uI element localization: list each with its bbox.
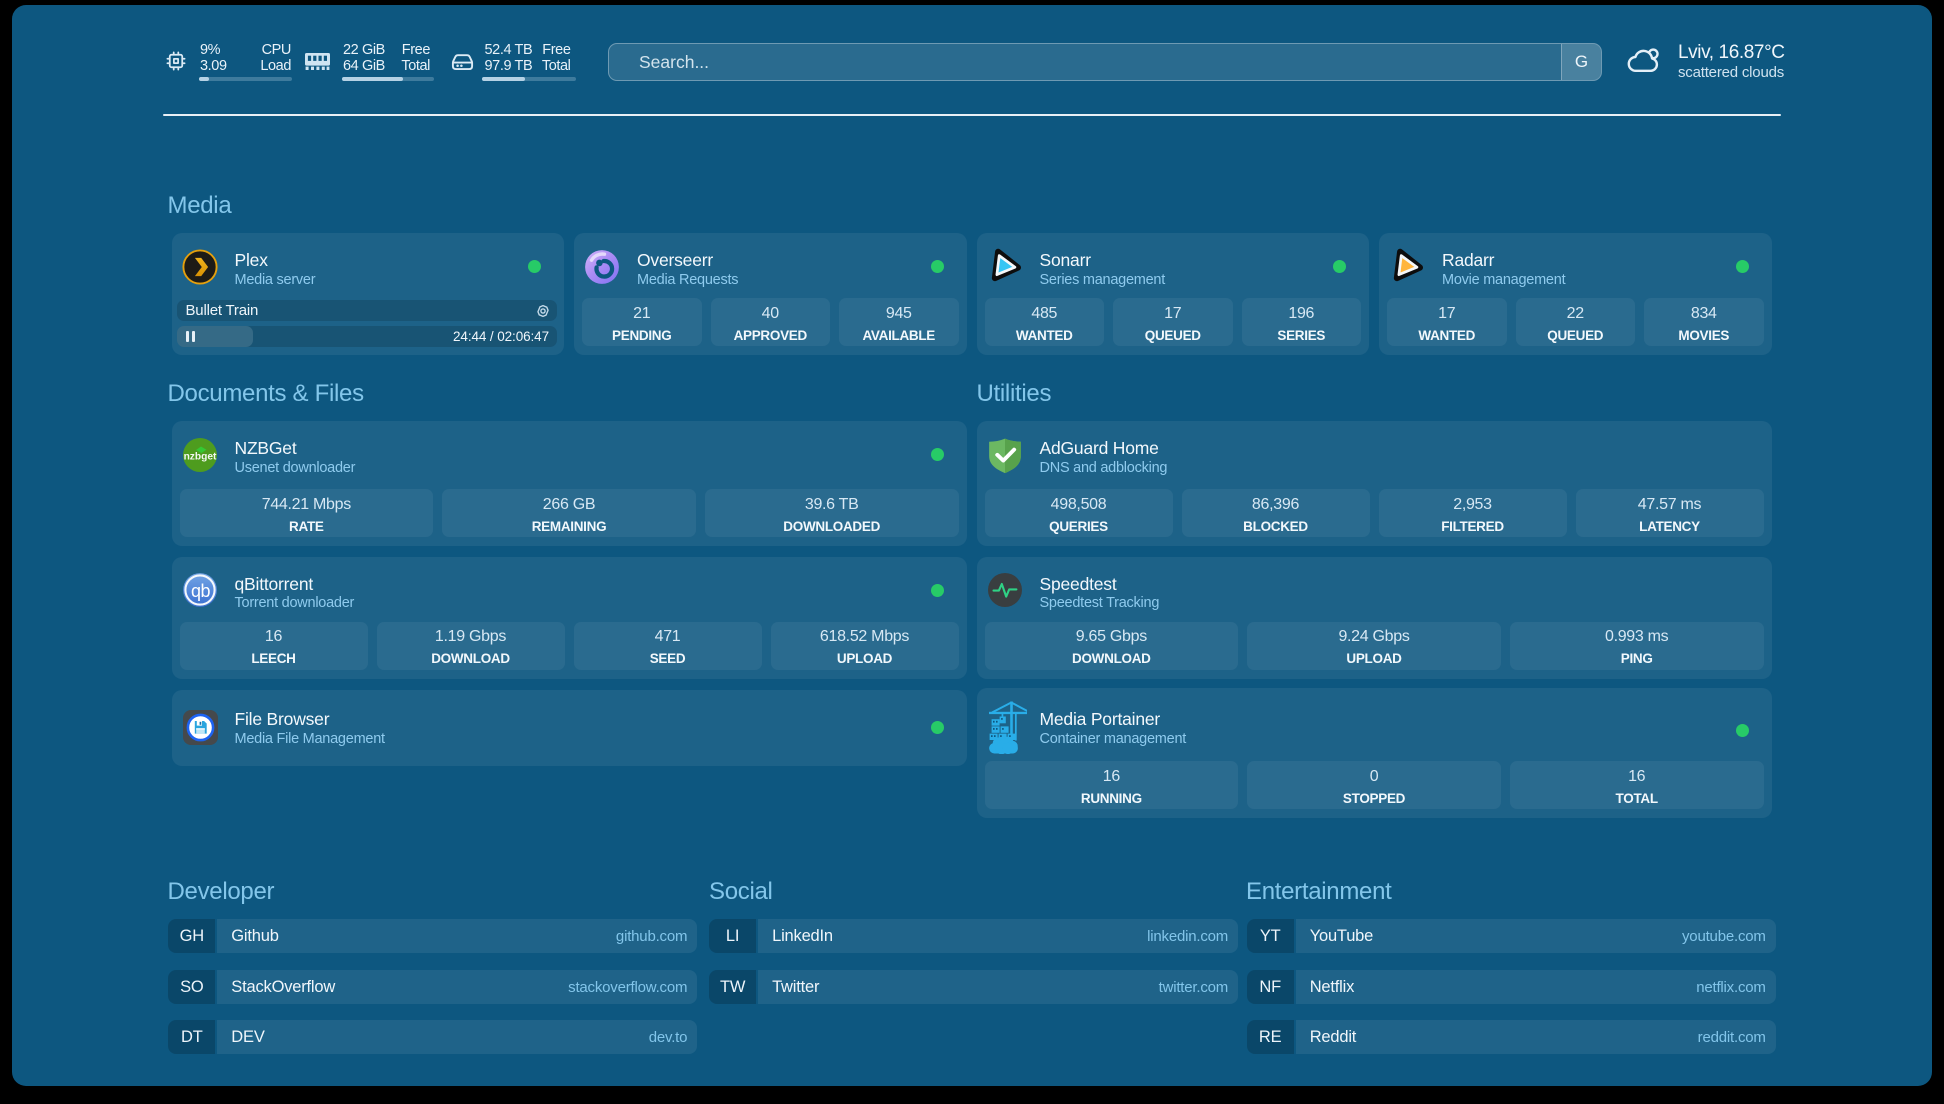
svg-text:nzbget: nzbget bbox=[183, 451, 216, 462]
svg-text:qb: qb bbox=[190, 581, 210, 601]
